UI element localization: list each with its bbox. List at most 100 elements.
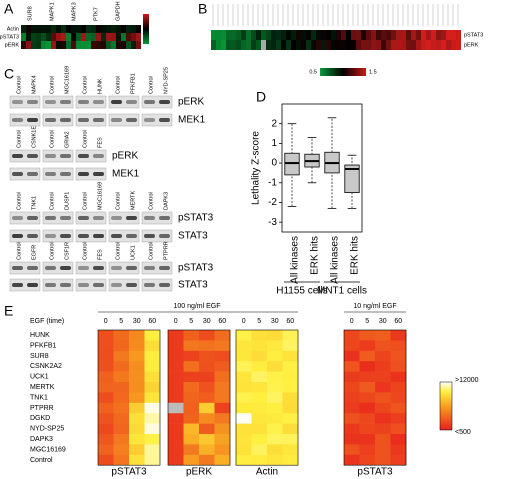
heat-cell — [144, 413, 161, 424]
heat-cell — [356, 30, 361, 40]
heat-cell — [236, 413, 252, 424]
blot-band — [60, 154, 71, 158]
y-tick-label: -2 — [268, 197, 277, 208]
heat-cell — [98, 413, 114, 424]
heat-cell — [21, 41, 26, 49]
heat-cell — [129, 371, 145, 383]
heat-cell — [211, 30, 216, 40]
row-label: pSTAT3 — [464, 32, 483, 38]
row-label: UCK1 — [30, 374, 49, 381]
heat-cell — [256, 30, 261, 40]
heat-cell — [282, 413, 299, 424]
heat-cell — [113, 340, 130, 352]
heat-cell — [144, 434, 161, 445]
heat-cell — [406, 40, 411, 50]
row-label: TNK1 — [30, 394, 48, 401]
time-tick: 5 — [189, 318, 193, 325]
heat-cell — [98, 371, 114, 383]
heat-cell — [346, 30, 351, 40]
heat-cell — [211, 40, 216, 50]
blot-strip — [9, 278, 41, 292]
heat-cell — [386, 40, 391, 50]
column-label: MAPK1 — [49, 2, 55, 21]
blot-strip — [108, 278, 140, 292]
blot-band — [159, 118, 170, 122]
heat-cell — [251, 392, 268, 404]
blot-band — [27, 118, 38, 122]
heat-cell — [226, 40, 231, 50]
heat-cell — [96, 33, 101, 41]
heat-cell — [144, 392, 161, 404]
heat-cell — [375, 434, 391, 445]
blot-band — [45, 266, 56, 270]
time-tick: 60 — [394, 318, 402, 325]
row-label: PFKFB1 — [30, 342, 57, 349]
lane-label: Control — [16, 242, 22, 260]
heat-cell — [71, 33, 76, 41]
heat-cell — [375, 361, 391, 372]
heat-cell — [129, 434, 145, 445]
heat-cell — [371, 30, 376, 40]
heat-cell — [236, 434, 252, 445]
heat-cell — [267, 340, 283, 352]
heat-cell — [168, 371, 184, 383]
heat-cell — [144, 454, 161, 466]
time-tick: 5 — [257, 318, 261, 325]
lane-label: MGC16169 — [64, 66, 70, 94]
blot-band — [144, 118, 155, 122]
heat-cell — [129, 392, 145, 404]
blot-strip — [42, 278, 74, 292]
blot-band — [93, 118, 104, 122]
blot-band — [60, 100, 71, 104]
heat-cell — [129, 382, 145, 393]
heat-cell — [51, 33, 56, 41]
lane-label: PFKFB1 — [130, 73, 136, 94]
time-tick: 0 — [350, 318, 354, 325]
heat-cell — [144, 382, 161, 393]
blot-strip — [9, 113, 41, 127]
header: 100 ng/ml EGF — [173, 303, 220, 310]
blot-strip — [42, 211, 74, 225]
heat-cell — [391, 40, 396, 50]
heat-cell — [131, 41, 136, 49]
heat-cell — [129, 340, 145, 352]
heat-cell — [391, 30, 396, 40]
heat-cell — [106, 25, 111, 33]
heat-cell — [199, 444, 215, 456]
blot-band — [12, 283, 23, 287]
heat-cell — [216, 30, 221, 40]
heat-cell — [46, 25, 51, 33]
heat-cell — [236, 444, 252, 456]
lane-label: HUNK — [97, 78, 103, 94]
heat-cell — [375, 371, 391, 383]
heat-cell — [390, 402, 407, 414]
heat-cell — [375, 392, 391, 404]
heat-cell — [375, 382, 391, 393]
heat-cell — [301, 30, 306, 40]
blot-band — [60, 283, 71, 287]
heat-cell — [311, 40, 316, 50]
blot-band — [93, 234, 104, 238]
row-label: pERK — [464, 42, 479, 48]
heat-cell — [113, 330, 130, 341]
heat-cell — [36, 33, 41, 41]
blot-band — [159, 234, 170, 238]
heat-cell — [199, 340, 215, 352]
heat-cell — [359, 330, 376, 341]
heat-cell — [168, 434, 184, 445]
heat-cell — [359, 392, 376, 404]
heat-cell — [401, 30, 406, 40]
heat-cell — [376, 40, 381, 50]
heat-cell — [251, 350, 268, 362]
lane-label: PTPRR — [163, 241, 169, 260]
heat-cell — [267, 350, 283, 362]
heat-cell — [375, 402, 391, 414]
heat-cell — [199, 330, 215, 341]
heat-cell — [241, 40, 246, 50]
blot-strip — [141, 229, 173, 243]
legend-label: <500 — [455, 429, 471, 436]
heat-cell — [390, 392, 407, 404]
heatmap-frame — [343, 329, 407, 466]
heat-cell — [26, 25, 31, 33]
heat-cell — [126, 25, 131, 33]
